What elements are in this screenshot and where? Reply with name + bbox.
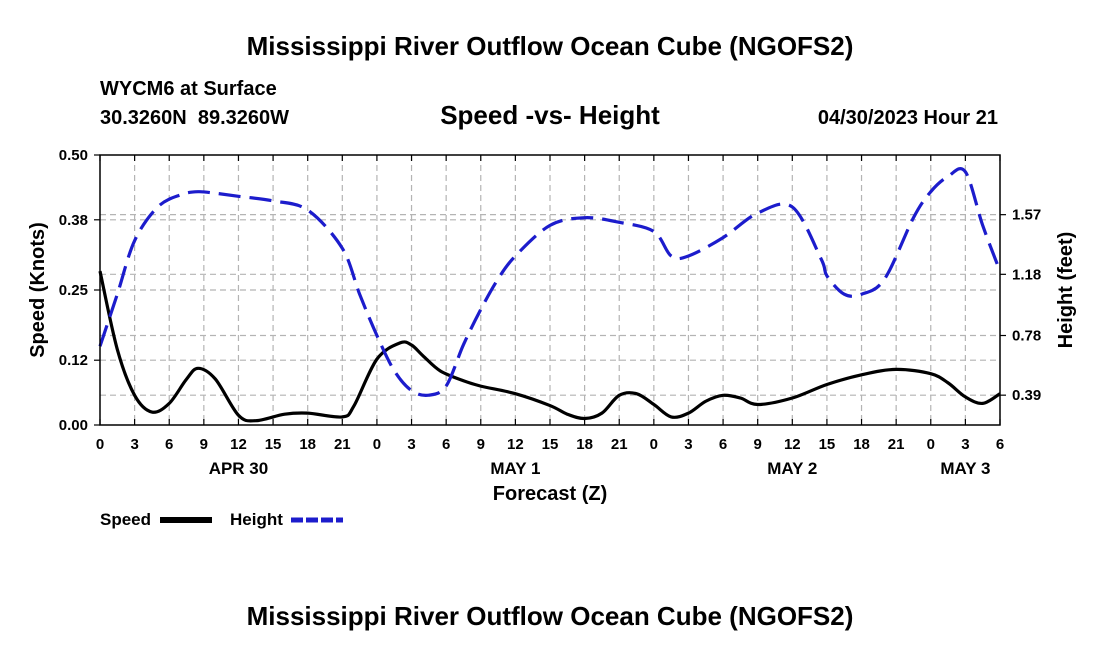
x-tick-label: 6 <box>719 436 727 453</box>
x-tick-label: 3 <box>407 436 415 453</box>
series-layer <box>98 167 1002 423</box>
series-line-speed <box>98 270 1001 423</box>
x-tick-label: 18 <box>853 436 870 453</box>
station-label: WYCM6 at Surface <box>100 78 277 100</box>
x-tick-label: 6 <box>165 436 173 453</box>
x-tick-label: 15 <box>542 436 559 453</box>
x-tick-label: 12 <box>784 436 801 453</box>
y-tick-label: 0.50 <box>59 147 88 164</box>
x-tick-label: 9 <box>200 436 208 453</box>
chart-subtitle: Speed -vs- Height <box>440 100 660 130</box>
legend-speed-label: Speed <box>100 510 151 529</box>
x-tick-label: 0 <box>650 436 658 453</box>
x-tick-label: 0 <box>927 436 935 453</box>
y2-tick-label: 0.39 <box>1012 387 1041 404</box>
date-label: MAY 3 <box>940 459 990 478</box>
datetime-label: 04/30/2023 Hour 21 <box>818 107 998 129</box>
x-tick-label: 15 <box>265 436 282 453</box>
y2-tick-label: 0.78 <box>1012 328 1041 345</box>
page-title: Mississippi River Outflow Ocean Cube (NG… <box>247 31 854 61</box>
x-tick-label: 18 <box>576 436 593 453</box>
y2-axis-label: Height (feet) <box>1055 232 1077 349</box>
grid <box>100 154 1000 425</box>
x-tick-label: 9 <box>754 436 762 453</box>
x-tick-label: 9 <box>477 436 485 453</box>
x-tick-label: 6 <box>996 436 1004 453</box>
footer-title: Mississippi River Outflow Ocean Cube (NG… <box>247 601 854 631</box>
x-axis-label: Forecast (Z) <box>493 483 607 505</box>
x-tick-label: 21 <box>611 436 628 453</box>
date-label: MAY 2 <box>767 459 817 478</box>
x-tick-label: 21 <box>334 436 351 453</box>
x-tick-label: 3 <box>961 436 969 453</box>
x-tick-label: 0 <box>373 436 381 453</box>
x-tick-label: 0 <box>96 436 104 453</box>
legend-height-label: Height <box>230 510 283 529</box>
axis-ticks: 0 3 6 9 12 15 18 21 0 3 6 9 12 15 18 21 0 3 6 9 12 15 18 21 0 3 6 A… <box>59 147 1041 478</box>
x-tick-label: 12 <box>230 436 247 453</box>
y-axis-label: Speed (Knots) <box>27 222 49 358</box>
date-label: APR 30 <box>209 459 269 478</box>
date-label: MAY 1 <box>490 459 540 478</box>
x-tick-label: 15 <box>819 436 836 453</box>
x-tick-label: 6 <box>442 436 450 453</box>
y2-tick-label: 1.57 <box>1012 207 1041 224</box>
x-tick-label: 12 <box>507 436 524 453</box>
legend: Speed Height <box>100 510 343 529</box>
y-tick-label: 0.00 <box>59 417 88 434</box>
y-tick-label: 0.38 <box>59 212 88 229</box>
x-tick-label: 18 <box>299 436 316 453</box>
y-tick-label: 0.25 <box>59 282 88 299</box>
x-tick-label: 21 <box>888 436 905 453</box>
x-tick-label: 3 <box>130 436 138 453</box>
y2-tick-label: 1.18 <box>1012 266 1041 283</box>
series-line-height <box>98 167 1002 397</box>
y-tick-label: 0.12 <box>59 352 88 369</box>
coords-label: 30.3260N 89.3260W <box>100 107 289 129</box>
x-tick-label: 3 <box>684 436 692 453</box>
